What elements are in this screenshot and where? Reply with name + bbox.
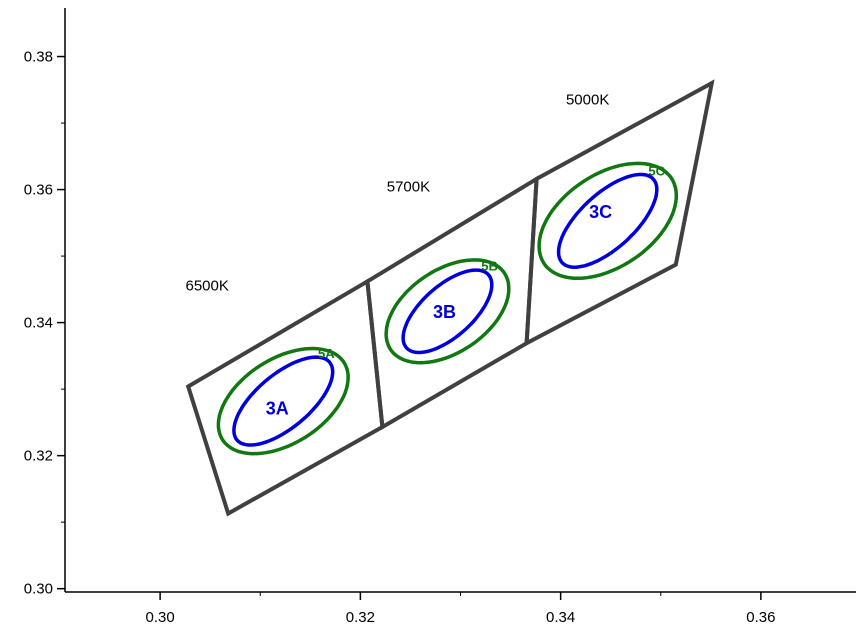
y-tick-label: 0.36 (24, 182, 53, 199)
ellipse-label-5C: 5C (648, 164, 665, 179)
labels: 6500K 5700K 5000K 3A 5A 3B 5B 3C 5C (185, 91, 665, 418)
y-tick-label: 0.34 (24, 315, 53, 332)
quadrangles (185, 79, 715, 517)
ellipse-label-3A: 3A (266, 398, 289, 418)
ellipse-5A (216, 346, 350, 456)
ellipse-3C (556, 172, 659, 269)
y-tick-label: 0.30 (24, 581, 53, 598)
x-tick-label: 0.36 (746, 609, 775, 626)
ellipse-5C (537, 161, 679, 281)
quadrangle-5000K (524, 79, 715, 347)
ellipses (216, 161, 679, 456)
y-tick-label: 0.38 (24, 49, 53, 66)
ellipse-3B (401, 268, 494, 355)
cct-label-5700K: 5700K (387, 179, 430, 196)
ellipse-3A (232, 355, 335, 447)
cct-label-5000K: 5000K (566, 91, 609, 108)
ellipse-label-5A: 5A (318, 346, 335, 361)
ellipse-label-3C: 3C (589, 202, 612, 222)
cct-label-6500K: 6500K (185, 278, 228, 295)
x-tick-label: 0.32 (346, 609, 375, 626)
ellipse-label-3B: 3B (433, 302, 456, 322)
ellipse-label-5B: 5B (481, 259, 498, 274)
y-tick-label: 0.32 (24, 448, 53, 465)
ellipse-5B (384, 258, 511, 365)
x-tick-label: 0.34 (546, 609, 575, 626)
axes: 0.30 0.32 0.34 0.36 0.30 0.32 0.34 0.36 0.38 (24, 8, 856, 626)
x-tick-label: 0.30 (146, 609, 175, 626)
